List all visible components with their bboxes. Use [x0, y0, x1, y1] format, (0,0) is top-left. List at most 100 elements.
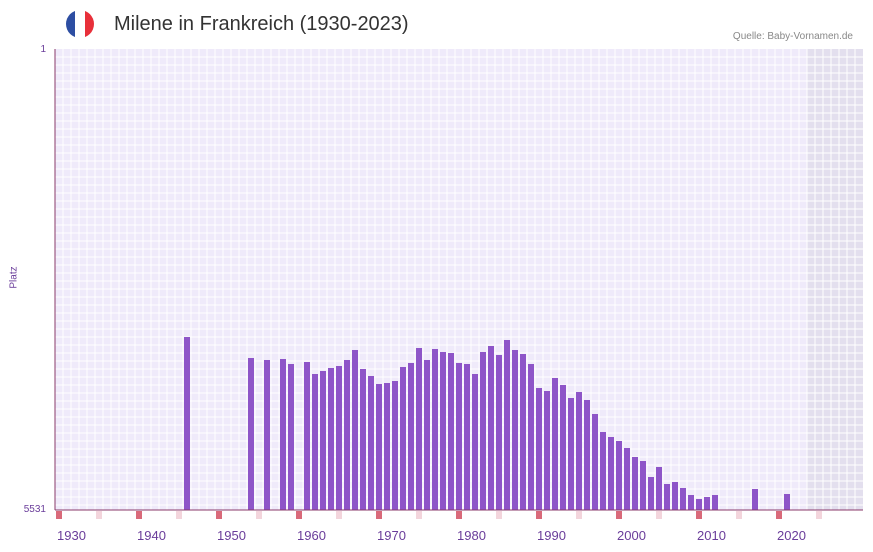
decade-marker — [616, 511, 622, 519]
x-tick-2020: 2020 — [777, 528, 806, 543]
bar-1977 — [432, 349, 438, 510]
flag-stripe-white — [75, 10, 85, 38]
bar-1958 — [280, 359, 286, 510]
bar-1992 — [552, 378, 558, 510]
bar-1996 — [584, 400, 590, 510]
bar-1983 — [480, 352, 486, 510]
bar-1979 — [448, 353, 454, 510]
bar-1973 — [400, 367, 406, 510]
half-decade-marker — [96, 511, 102, 519]
source-credit: Quelle: Baby-Vornamen.de — [732, 31, 853, 42]
bar-1964 — [328, 368, 334, 510]
bar-2017 — [752, 489, 758, 510]
flag-stripe-blue — [66, 10, 76, 38]
bar-1962 — [312, 374, 318, 510]
decade-marker — [536, 511, 542, 519]
bar-2009 — [688, 495, 694, 510]
bar-1972 — [392, 381, 398, 510]
half-decade-marker — [336, 511, 342, 519]
bar-2010 — [696, 499, 702, 510]
decade-marker — [296, 511, 302, 519]
bar-1954 — [248, 358, 254, 510]
flag-stripe-red — [84, 10, 94, 38]
chart-bars — [184, 337, 790, 510]
bar-1982 — [472, 374, 478, 510]
bar-1969 — [368, 376, 374, 510]
bar-2003 — [640, 461, 646, 510]
decade-marker — [136, 511, 142, 519]
half-decade-marker — [736, 511, 742, 519]
decade-marker — [376, 511, 382, 519]
half-decade-marker — [416, 511, 422, 519]
bar-1970 — [376, 384, 382, 510]
bar-1976 — [424, 360, 430, 510]
bar-1997 — [592, 414, 598, 510]
bar-2000 — [616, 441, 622, 510]
x-tick-1960: 1960 — [297, 528, 326, 543]
half-decade-marker — [816, 511, 822, 519]
y-tick-top: 1 — [40, 44, 46, 55]
bar-1963 — [320, 371, 326, 510]
bar-1990 — [536, 388, 542, 510]
bar-1994 — [568, 398, 574, 510]
bar-1971 — [384, 383, 390, 510]
bar-2001 — [624, 448, 630, 510]
bar-1974 — [408, 363, 414, 510]
bar-2004 — [648, 477, 654, 510]
bar-1968 — [360, 369, 366, 510]
bar-1984 — [488, 346, 494, 510]
bar-1999 — [608, 437, 614, 510]
bar-2002 — [632, 457, 638, 510]
chart-title: Milene in Frankreich (1930-2023) — [114, 13, 409, 35]
half-decade-marker — [176, 511, 182, 519]
bar-1981 — [464, 364, 470, 510]
decade-marker — [216, 511, 222, 519]
bar-1966 — [344, 360, 350, 510]
x-tick-2010: 2010 — [697, 528, 726, 543]
bar-1961 — [304, 362, 310, 510]
bar-1985 — [496, 355, 502, 510]
x-tick-1930: 1930 — [57, 528, 86, 543]
half-decade-marker — [656, 511, 662, 519]
decade-marker — [776, 511, 782, 519]
bar-1946 — [184, 337, 190, 510]
chart-axes — [54, 49, 863, 519]
bar-1993 — [560, 385, 566, 510]
x-tick-2000: 2000 — [617, 528, 646, 543]
bar-1956 — [264, 360, 270, 510]
half-decade-marker — [256, 511, 262, 519]
bar-1959 — [288, 364, 294, 510]
bar-1988 — [520, 354, 526, 510]
bar-1975 — [416, 348, 422, 510]
bar-1986 — [504, 340, 510, 510]
half-decade-marker — [496, 511, 502, 519]
x-tick-1970: 1970 — [377, 528, 406, 543]
bar-1980 — [456, 363, 462, 510]
decade-marker — [696, 511, 702, 519]
bar-1987 — [512, 350, 518, 510]
bar-1978 — [440, 352, 446, 510]
bar-2011 — [704, 497, 710, 510]
bar-1967 — [352, 350, 358, 510]
x-tick-1990: 1990 — [537, 528, 566, 543]
bar-1965 — [336, 366, 342, 510]
bar-2008 — [680, 488, 686, 510]
x-tick-1980: 1980 — [457, 528, 486, 543]
bar-1989 — [528, 364, 534, 510]
bar-1991 — [544, 391, 550, 510]
x-tick-1950: 1950 — [217, 528, 246, 543]
bar-2006 — [664, 484, 670, 510]
decade-marker — [456, 511, 462, 519]
bar-2012 — [712, 495, 718, 510]
y-tick-bottom: 5531 — [23, 504, 46, 515]
france-flag-icon — [66, 10, 94, 38]
bar-2005 — [656, 467, 662, 510]
x-tick-1940: 1940 — [137, 528, 166, 543]
decade-marker — [56, 511, 62, 519]
bar-1998 — [600, 432, 606, 510]
bar-2021 — [784, 494, 790, 510]
half-decade-marker — [576, 511, 582, 519]
bar-2007 — [672, 482, 678, 510]
bar-1995 — [576, 392, 582, 510]
